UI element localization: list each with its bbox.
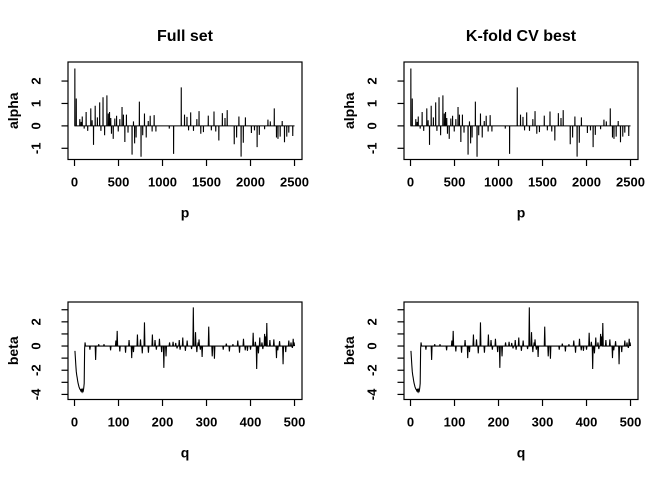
data-line-alpha xyxy=(410,68,631,157)
x-tick-label: 0 xyxy=(407,415,414,430)
y-tick-label: 0 xyxy=(29,342,44,349)
x-tick-label: 0 xyxy=(71,175,78,190)
panel-title: K-fold CV best xyxy=(466,28,577,45)
chart-svg-alpha: 0 500 1000 1500 2000 2500 -1 0 1 2 p alpha Full set xyxy=(5,28,309,221)
y-tick-label: 1 xyxy=(365,100,380,107)
plot-box xyxy=(67,301,303,401)
data-line-beta xyxy=(410,307,632,394)
y-axis-label: alpha xyxy=(341,92,357,129)
x-tick-label: 2500 xyxy=(280,175,309,190)
chart-svg-beta: 0 100 200 300 400 500 -4 -2 0 2 q beta xyxy=(5,301,306,461)
x-tick-label: 100 xyxy=(444,415,466,430)
x-tick-label: 100 xyxy=(108,415,130,430)
x-tick-label: 200 xyxy=(152,415,174,430)
x-tick-label: 0 xyxy=(71,415,78,430)
y-tick-label: -1 xyxy=(365,143,380,155)
panel-alpha-full-set: 0 500 1000 1500 2000 2500 -1 0 1 2 p alpha Full set xyxy=(0,0,336,240)
y-tick-label: 0 xyxy=(29,122,44,129)
x-axis-label: q xyxy=(181,445,190,461)
y-axis-label: beta xyxy=(5,336,21,365)
x-tick-label: 300 xyxy=(196,415,218,430)
panel-beta-kfold-cv-best: 0 100 200 300 400 500 -4 -2 0 2 q beta xyxy=(336,240,672,480)
y-axis-label: beta xyxy=(341,336,357,365)
x-tick-label: 1000 xyxy=(484,175,513,190)
x-axis-label: p xyxy=(517,205,526,221)
y-tick-label: -2 xyxy=(29,364,44,376)
x-tick-label: 1000 xyxy=(148,175,177,190)
panel-alpha-kfold-cv-best: 0 500 1000 1500 2000 2500 -1 0 1 2 p alpha K-fold CV… xyxy=(336,0,672,240)
x-tick-label: 500 xyxy=(284,415,306,430)
chart-svg-alpha: 0 500 1000 1500 2000 2500 -1 0 1 2 p alpha K-fold CV… xyxy=(341,28,645,221)
y-tick-label: -1 xyxy=(29,143,44,155)
y-tick-label: 0 xyxy=(365,122,380,129)
x-axis-label: q xyxy=(517,445,526,461)
x-tick-label: 200 xyxy=(488,415,510,430)
x-tick-label: 1500 xyxy=(528,175,557,190)
x-tick-label: 500 xyxy=(620,415,642,430)
x-tick-label: 400 xyxy=(576,415,598,430)
panel-title: Full set xyxy=(157,28,214,45)
y-tick-label: 2 xyxy=(365,77,380,84)
y-axis-label: alpha xyxy=(5,92,21,129)
x-axis-label: p xyxy=(181,205,190,221)
x-tick-label: 0 xyxy=(407,175,414,190)
x-tick-label: 2000 xyxy=(572,175,601,190)
y-tick-label: 2 xyxy=(365,318,380,325)
plot-box xyxy=(403,301,639,401)
x-tick-label: 500 xyxy=(108,175,130,190)
x-tick-label: 2000 xyxy=(236,175,265,190)
y-tick-label: -2 xyxy=(365,364,380,376)
x-tick-label: 500 xyxy=(444,175,466,190)
x-tick-label: 2500 xyxy=(616,175,645,190)
y-tick-label: 2 xyxy=(29,77,44,84)
plot-box xyxy=(67,61,303,161)
panel-beta-full-set: 0 100 200 300 400 500 -4 -2 0 2 q beta xyxy=(0,240,336,480)
data-line-alpha xyxy=(74,68,295,157)
y-tick-label: 2 xyxy=(29,318,44,325)
y-tick-label: 0 xyxy=(365,342,380,349)
y-tick-label: -4 xyxy=(29,388,44,400)
plot-box xyxy=(403,61,639,161)
x-tick-label: 400 xyxy=(240,415,262,430)
data-line-beta xyxy=(74,307,296,394)
x-tick-label: 300 xyxy=(532,415,554,430)
y-tick-label: 1 xyxy=(29,100,44,107)
x-tick-label: 1500 xyxy=(192,175,221,190)
chart-svg-beta: 0 100 200 300 400 500 -4 -2 0 2 q beta xyxy=(341,301,642,461)
y-tick-label: -4 xyxy=(365,388,380,400)
